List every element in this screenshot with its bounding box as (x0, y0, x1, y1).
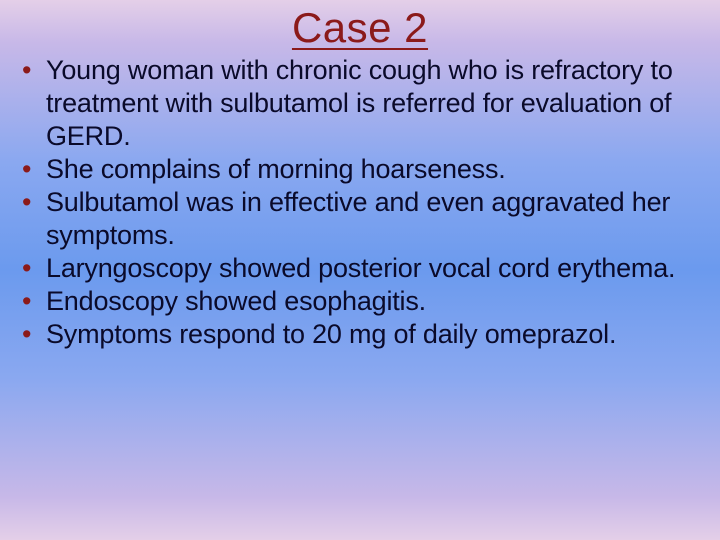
list-item: Laryngoscopy showed posterior vocal cord… (18, 252, 702, 285)
list-item: Endoscopy showed esophagitis. (18, 285, 702, 318)
list-item: Sulbutamol was in effective and even agg… (18, 186, 702, 252)
slide-container: Case 2 Young woman with chronic cough wh… (0, 0, 720, 540)
slide-title: Case 2 (18, 4, 702, 52)
bullet-list: Young woman with chronic cough who is re… (18, 54, 702, 350)
list-item: She complains of morning hoarseness. (18, 153, 702, 186)
list-item: Young woman with chronic cough who is re… (18, 54, 702, 153)
list-item: Symptoms respond to 20 mg of daily omepr… (18, 318, 702, 351)
